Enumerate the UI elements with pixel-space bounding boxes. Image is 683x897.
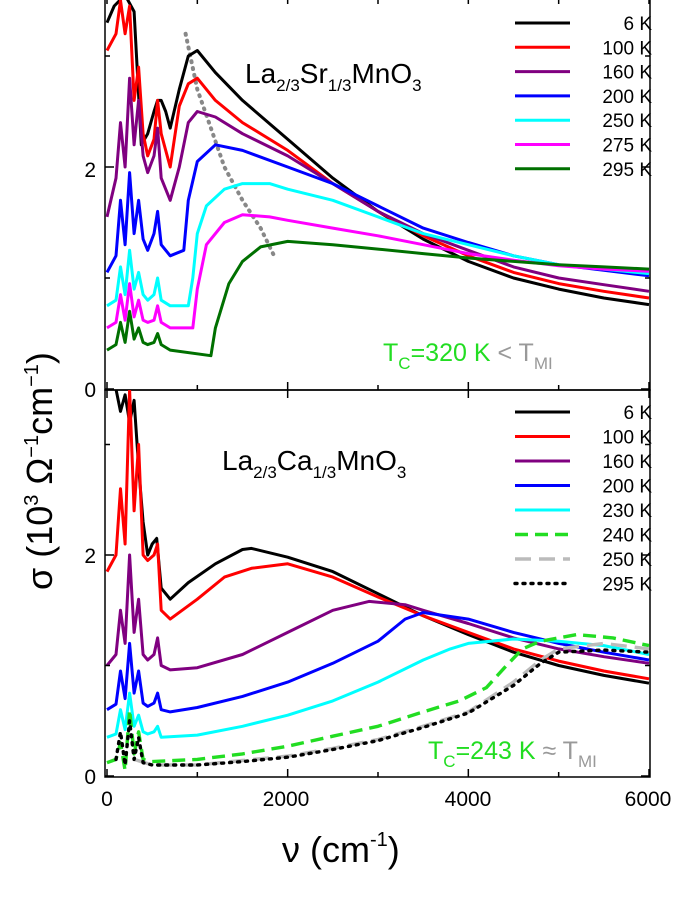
axis-ticks <box>105 0 650 777</box>
x-tick-label-4000: 4000 <box>445 788 492 811</box>
bottom-tc-annotation: TC=243 K ≈ TMI <box>428 737 597 771</box>
top-guide-dotted-line <box>183 31 277 258</box>
top-series-line-1 <box>105 0 650 300</box>
top-legend-label-5: 275 K <box>602 136 652 157</box>
top-legend-label-1: 100 K <box>602 38 652 59</box>
x-tick-label-2000: 2000 <box>263 788 310 811</box>
top-y-tick-label-0: 0 <box>84 379 96 402</box>
bottom-legend: 6 K 100 K 160 K 200 K 230 K 240 K 250 K 295 K <box>513 403 652 596</box>
top-tc-annotation: TC=320 K < TMI <box>383 339 553 373</box>
top-legend-label-2: 160 K <box>602 63 652 84</box>
bottom-series-line-1 <box>105 390 650 681</box>
x-axis-title: ν (cm-1) <box>282 829 400 870</box>
bottom-legend-label-3: 200 K <box>602 477 652 498</box>
bottom-y-tick-label-2: 2 <box>84 545 96 568</box>
top-legend: 6 K 100 K 160 K 200 K 250 K 275 K 295 K <box>515 14 652 181</box>
bottom-legend-label-1: 100 K <box>602 428 652 449</box>
bottom-legend-label-6: 250 K <box>602 550 652 571</box>
top-y-tick-label-2: 2 <box>84 159 96 182</box>
bottom-series-line-2 <box>105 553 650 672</box>
x-tick-label-0: 0 <box>101 788 113 811</box>
top-series-line-4 <box>106 182 650 308</box>
top-series-line-6 <box>106 239 650 358</box>
bottom-series-line-5 <box>106 632 650 773</box>
bottom-legend-label-2: 160 K <box>602 452 652 473</box>
top-legend-label-4: 250 K <box>602 111 652 132</box>
top-series-line-2 <box>105 76 650 293</box>
bottom-series-line-6 <box>133 641 650 767</box>
bottom-panel-series <box>105 390 650 773</box>
x-tick-label-6000: 6000 <box>625 788 672 811</box>
top-panel-series <box>105 0 650 358</box>
top-series-line-3 <box>105 143 650 278</box>
bottom-series-line-4 <box>106 637 650 739</box>
bottom-y-tick-label-0: 0 <box>84 766 96 789</box>
top-legend-label-3: 200 K <box>602 87 652 108</box>
bottom-series-line-0 <box>114 390 650 685</box>
bottom-panel-title: La2/3Ca1/3MnO3 <box>222 445 406 482</box>
bottom-series-line-3 <box>106 611 650 714</box>
top-panel-title: La2/3Sr1/3MnO3 <box>245 58 422 95</box>
bottom-legend-label-5: 240 K <box>602 526 652 547</box>
bottom-legend-label-7: 295 K <box>602 575 652 596</box>
bottom-legend-label-0: 6 K <box>623 403 652 424</box>
bottom-series-line-7 <box>114 648 650 767</box>
top-legend-label-0: 6 K <box>623 14 652 35</box>
top-guide-line <box>183 31 277 258</box>
y-axis-title: σ (103 Ω−1cm−1) <box>19 352 60 590</box>
top-legend-label-6: 295 K <box>602 160 652 181</box>
top-series-line-5 <box>106 213 650 330</box>
bottom-legend-label-4: 230 K <box>602 501 652 522</box>
